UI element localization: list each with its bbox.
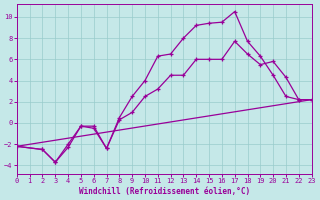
X-axis label: Windchill (Refroidissement éolien,°C): Windchill (Refroidissement éolien,°C) [79, 187, 250, 196]
